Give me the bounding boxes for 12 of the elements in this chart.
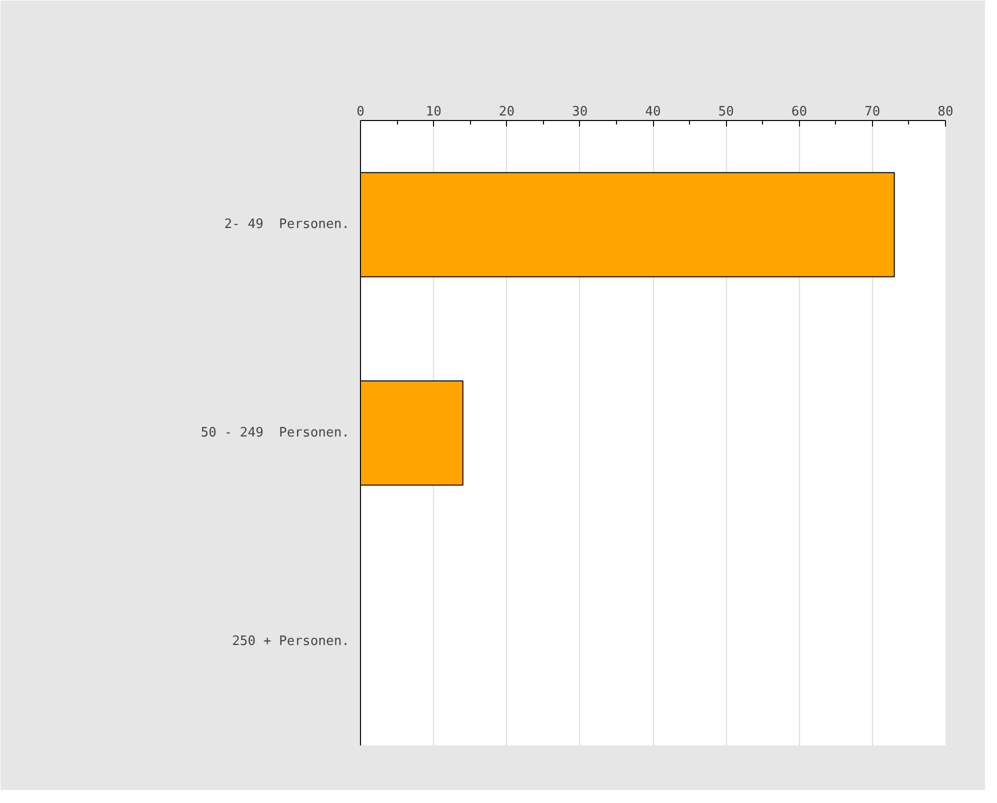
x-tick-label: 60 [791,104,808,120]
y-tick-label: 250 + Personen. [232,634,350,649]
y-tick-label: 50 - 249 Personen. [200,426,350,440]
x-tick-label: 50 [718,104,734,120]
x-tick-label: 10 [426,104,442,120]
x-tick-label: 30 [572,104,588,120]
x-tick-label: 0 [356,104,364,120]
y-tick-label: 2- 49 Personen. [224,217,350,232]
x-tick-label: 80 [938,104,954,120]
x-tick-label: 20 [498,104,515,120]
x-tick-label: 40 [645,104,661,120]
x-tick-label: 70 [864,104,880,120]
